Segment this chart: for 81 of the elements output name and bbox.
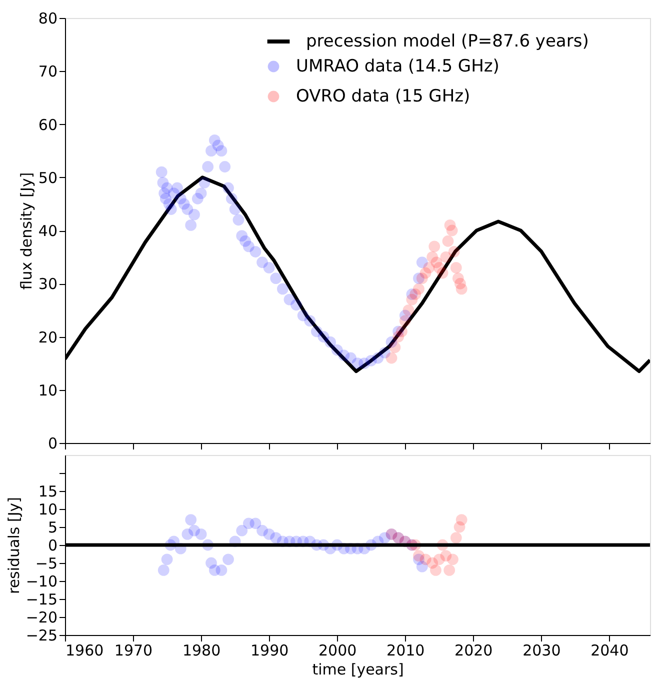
point bbox=[232, 214, 244, 226]
point bbox=[389, 342, 401, 354]
x-tick-label: 1960 bbox=[66, 642, 104, 660]
point bbox=[195, 528, 207, 540]
point bbox=[447, 554, 458, 566]
point bbox=[185, 514, 197, 526]
point bbox=[399, 315, 411, 326]
point bbox=[263, 262, 275, 274]
point bbox=[386, 352, 398, 364]
y-tick-label: 80 bbox=[38, 10, 58, 28]
point bbox=[440, 251, 452, 263]
x-tick-label: 2010 bbox=[386, 642, 425, 660]
point bbox=[229, 204, 241, 215]
point bbox=[413, 283, 424, 295]
legend-label: UMRAO data (14.5 GHz) bbox=[296, 56, 500, 76]
point bbox=[216, 564, 228, 576]
x-tick-label: 1970 bbox=[114, 642, 153, 660]
point bbox=[450, 262, 462, 274]
point bbox=[444, 564, 456, 576]
point bbox=[198, 177, 210, 188]
point bbox=[436, 267, 448, 279]
y-axis-title: residuals [Jy] bbox=[4, 496, 23, 594]
point bbox=[448, 246, 460, 258]
point bbox=[430, 564, 442, 576]
y-tick-label: −15 bbox=[26, 590, 58, 608]
x-tick-label: 1990 bbox=[250, 642, 289, 660]
y-tick-label: 60 bbox=[38, 116, 58, 134]
y-tick-label: 0 bbox=[48, 434, 58, 452]
y-tick-label: 5 bbox=[48, 518, 58, 536]
x-tick-label: 2000 bbox=[318, 642, 357, 660]
y-tick-label: 10 bbox=[38, 381, 58, 400]
point bbox=[188, 208, 200, 220]
point bbox=[290, 299, 302, 311]
point bbox=[202, 161, 214, 172]
y-axis-title: flux density [Jy] bbox=[17, 172, 36, 290]
y-tick-label: 70 bbox=[38, 62, 58, 81]
point bbox=[250, 246, 262, 258]
legend-label: OVRO data (15 GHz) bbox=[296, 86, 470, 106]
point bbox=[156, 166, 168, 178]
point bbox=[276, 283, 288, 295]
point bbox=[270, 272, 282, 284]
x-tick-label: 2030 bbox=[522, 642, 561, 660]
point bbox=[165, 204, 177, 215]
y-tick-label: −25 bbox=[26, 626, 58, 644]
y-tick-label: 15 bbox=[38, 482, 58, 500]
y-tick-label: 0 bbox=[48, 536, 58, 554]
point bbox=[219, 161, 231, 172]
x-axis-title: time [years] bbox=[312, 660, 404, 678]
point bbox=[250, 518, 262, 530]
point bbox=[226, 192, 238, 204]
point bbox=[428, 240, 440, 252]
point bbox=[402, 304, 414, 316]
y-tick-label: 30 bbox=[38, 275, 58, 294]
point bbox=[324, 336, 336, 348]
legend-label: precession model (P=87.6 years) bbox=[306, 32, 589, 52]
point bbox=[195, 188, 207, 199]
x-tick-label: 2040 bbox=[590, 642, 629, 660]
point bbox=[161, 554, 173, 566]
point bbox=[158, 564, 170, 576]
point bbox=[396, 326, 408, 338]
point bbox=[456, 514, 468, 526]
point bbox=[456, 283, 468, 295]
point bbox=[185, 220, 197, 231]
point bbox=[446, 224, 458, 236]
y-tick-label: −10 bbox=[26, 572, 58, 590]
point bbox=[304, 315, 316, 326]
y-tick-label: 20 bbox=[38, 328, 58, 346]
y-tick-label: 50 bbox=[38, 168, 58, 187]
x-tick-label: 1980 bbox=[182, 642, 221, 660]
point bbox=[222, 554, 234, 566]
point bbox=[222, 182, 234, 194]
point bbox=[172, 182, 183, 194]
y-tick-label: −20 bbox=[26, 608, 58, 626]
point bbox=[450, 532, 462, 544]
point bbox=[442, 235, 454, 247]
point bbox=[236, 524, 248, 536]
x-tick-label: 2020 bbox=[454, 642, 493, 660]
point bbox=[216, 145, 228, 156]
y-tick-label: −5 bbox=[35, 554, 58, 572]
y-tick-label: 40 bbox=[38, 222, 58, 240]
y-tick-label: 10 bbox=[38, 500, 58, 518]
